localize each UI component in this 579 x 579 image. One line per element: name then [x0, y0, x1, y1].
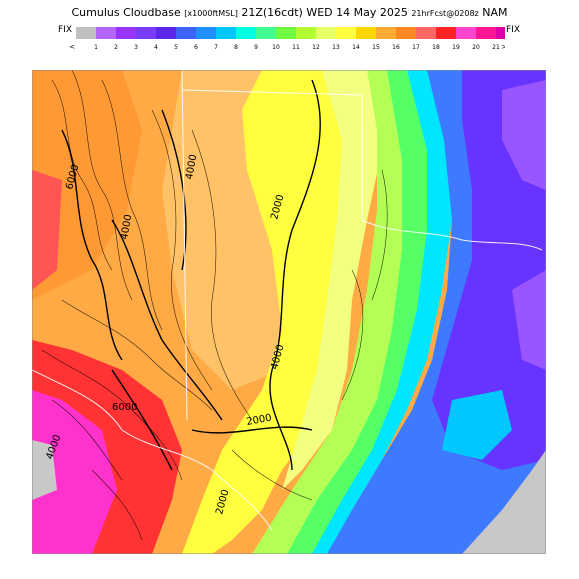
- colorbar-tick-label: 8: [234, 44, 238, 51]
- colorbar-tick-label: 18: [432, 44, 440, 51]
- colorbar-tick-label: 5: [174, 44, 178, 51]
- region-grey-west: [32, 440, 57, 500]
- border-tx-panhandle-top: [181, 89, 363, 96]
- colorbar-swatch: [156, 27, 176, 39]
- colorbar-swatch: [216, 27, 236, 39]
- colorbar-tick-label: 6: [194, 44, 198, 51]
- title-date: WED 14 May 2025: [306, 6, 408, 19]
- colorbar-swatches: [76, 27, 505, 39]
- colorbar-swatch: [96, 27, 116, 39]
- colorbar-swatch: [276, 27, 296, 39]
- contour-label: 6000: [112, 402, 137, 413]
- colorbar-tick-label: 20: [472, 44, 480, 51]
- region-purple: [502, 80, 546, 190]
- colorbar-tick-label: 12: [312, 44, 320, 51]
- title-forecast: 21hrFcst@0208z: [411, 9, 479, 18]
- colorbar-swatch: [416, 27, 436, 39]
- colorbar-swatch: [296, 27, 316, 39]
- colorbar-swatch: [256, 27, 276, 39]
- colorbar-swatch: [136, 27, 156, 39]
- cloudbase-map: 6000 6000 4000 4000 2000 2000 4000 2000 …: [32, 70, 546, 554]
- colorbar-tick-label: 16: [392, 44, 400, 51]
- colorbar-tick-label: 19: [452, 44, 460, 51]
- colorbar-swatch: [476, 27, 496, 39]
- contour-2000-b: [191, 426, 313, 434]
- colorbar-tick-label: 21: [492, 44, 500, 51]
- colorbar-swatch: [356, 27, 376, 39]
- border-nm-tx: [181, 70, 188, 421]
- contour-6000: [61, 129, 123, 361]
- colorbar-swatch: [436, 27, 456, 39]
- colorbar-tick-label: 3: [134, 44, 138, 51]
- contour-2000: [269, 79, 321, 471]
- colorbar-swatch: [76, 27, 96, 39]
- colorbar-tick-label: 4: [154, 44, 158, 51]
- title-model: NAM: [482, 6, 508, 19]
- region-cyan-se: [442, 390, 512, 460]
- region-pale-yellow: [282, 70, 382, 490]
- colorbar-labels: 1 2 3 4 5 6 7 8 9 10 11 12 13 14 15 16 17 18 19 20 21: [94, 44, 500, 51]
- border-ok-tx: [361, 95, 543, 251]
- title-units: [x1000ftMSL]: [184, 9, 238, 18]
- colorbar-swatch: [496, 27, 505, 39]
- colorbar-swatch: [176, 27, 196, 39]
- title-valid: 21Z(16cdt): [241, 6, 303, 19]
- region-yellow: [182, 70, 372, 554]
- colorbar-tick-label: 15: [372, 44, 380, 51]
- colorbar-tick-label: 13: [332, 44, 340, 51]
- colorbar: 1 2 3 4 5 6 7 8 9 10 11 12 13 14 15 16 17 18 19 20 21 < >: [69, 27, 505, 51]
- colorbar-tick-label: 7: [214, 44, 218, 51]
- region-purple-2: [512, 270, 546, 370]
- region-magenta: [32, 390, 117, 554]
- colorbar-left-arrow: <: [69, 43, 75, 51]
- colorbar-swatch: [236, 27, 256, 39]
- contour-label: 4000: [119, 214, 134, 241]
- chart-title: Cumulus Cloudbase [x1000ftMSL] 21Z(16cdt…: [0, 6, 579, 19]
- title-product: Cumulus Cloudbase: [71, 6, 181, 19]
- colorbar-tick-label: 9: [254, 44, 258, 51]
- border-rio-grande: [32, 369, 273, 531]
- colorbar-swatch: [336, 27, 356, 39]
- colorbar-swatch: [316, 27, 336, 39]
- colorbar-tick-label: 14: [352, 44, 360, 51]
- colorbar-swatch: [396, 27, 416, 39]
- contour-label: 2000: [246, 413, 273, 428]
- colorbar-tick-label: 10: [272, 44, 280, 51]
- colorbar-swatch: [116, 27, 136, 39]
- region-green: [287, 70, 432, 554]
- region-red-nw: [32, 170, 62, 290]
- contour-4000-c: [111, 369, 173, 471]
- region-cyan: [312, 70, 452, 554]
- colorbar-swatch: [376, 27, 396, 39]
- colorbar-tick-label: 1: [94, 44, 98, 51]
- contour-4000: [111, 219, 223, 421]
- colorbar-fix-left: FIX: [58, 25, 72, 35]
- colorbar-right-arrow: >: [501, 43, 505, 51]
- region-dark-orange: [32, 70, 142, 300]
- colorbar-tick-label: 2: [114, 44, 118, 51]
- contour-label: 4000: [184, 154, 199, 181]
- colorbar-fix-right: FIX: [506, 25, 520, 35]
- region-grey-gulf: [462, 450, 546, 554]
- colorbar-swatch: [196, 27, 216, 39]
- colorbar-tick-label: 17: [412, 44, 420, 51]
- colorbar-tick-label: 11: [292, 44, 300, 51]
- colorbar-swatch: [456, 27, 476, 39]
